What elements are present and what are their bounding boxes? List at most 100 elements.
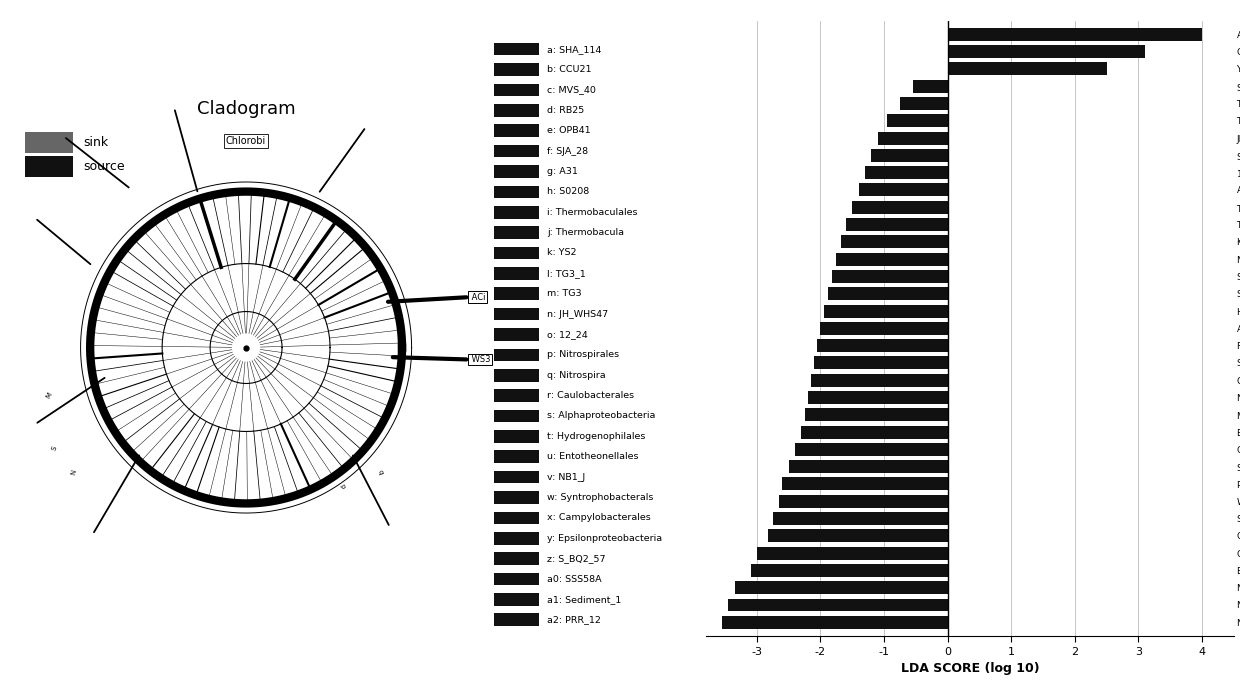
Bar: [807, 391, 947, 404]
Bar: [494, 206, 539, 218]
Bar: [811, 373, 947, 386]
Text: ACi: ACi: [469, 293, 486, 302]
Bar: [494, 83, 539, 96]
Bar: [789, 460, 947, 473]
Bar: [494, 593, 539, 606]
Text: Chlorobi: Chlorobi: [226, 136, 267, 146]
Text: v: NB1_J: v: NB1_J: [547, 473, 585, 482]
Bar: [821, 322, 947, 334]
Bar: [494, 63, 539, 76]
Bar: [801, 425, 947, 438]
Text: q: q: [377, 469, 384, 475]
Bar: [805, 408, 947, 421]
Bar: [494, 410, 539, 422]
Bar: [494, 349, 539, 361]
Bar: [888, 114, 947, 127]
Text: a1: Sediment_1: a1: Sediment_1: [547, 595, 621, 604]
Text: source: source: [83, 159, 124, 172]
Text: S: S: [51, 445, 58, 451]
Text: u: Entotheonellales: u: Entotheonellales: [547, 452, 639, 461]
Text: a: SHA_114: a: SHA_114: [547, 44, 601, 53]
Bar: [494, 491, 539, 504]
Bar: [823, 304, 947, 317]
Bar: [947, 45, 1145, 58]
Text: m: TG3: m: TG3: [547, 289, 582, 298]
Text: q: Nitrospira: q: Nitrospira: [547, 371, 605, 380]
Bar: [837, 252, 947, 265]
Bar: [817, 339, 947, 352]
Bar: [494, 145, 539, 157]
Text: l: TG3_1: l: TG3_1: [547, 269, 585, 278]
Text: Cladogram: Cladogram: [197, 101, 295, 118]
Bar: [773, 512, 947, 525]
Bar: [846, 218, 947, 231]
Text: sink: sink: [83, 135, 108, 148]
Bar: [866, 166, 947, 179]
Bar: [900, 97, 947, 110]
Bar: [494, 451, 539, 463]
Bar: [494, 308, 539, 320]
Bar: [494, 614, 539, 626]
Bar: [858, 183, 947, 196]
Text: t: Hydrogenophilales: t: Hydrogenophilales: [547, 432, 646, 441]
Bar: [494, 165, 539, 178]
Bar: [494, 247, 539, 259]
Bar: [494, 124, 539, 137]
Text: g: A31: g: A31: [547, 167, 578, 176]
Bar: [779, 495, 947, 508]
Text: x: Campylobacterales: x: Campylobacterales: [547, 514, 651, 523]
Text: z: S_BQ2_57: z: S_BQ2_57: [547, 554, 605, 563]
Text: M: M: [46, 391, 53, 399]
Bar: [782, 477, 947, 490]
Bar: [494, 389, 539, 402]
Bar: [494, 287, 539, 300]
Bar: [878, 131, 947, 144]
Text: o: 12_24: o: 12_24: [547, 330, 588, 339]
Bar: [852, 201, 947, 214]
Text: p: Nitrospirales: p: Nitrospirales: [547, 350, 619, 359]
Bar: [494, 226, 539, 239]
Bar: [494, 471, 539, 484]
Bar: [756, 547, 947, 560]
Bar: [750, 564, 947, 577]
Text: w: Syntrophobacterals: w: Syntrophobacterals: [547, 493, 653, 502]
Bar: [494, 512, 539, 524]
Text: N: N: [69, 469, 77, 475]
Text: a0: SSS58A: a0: SSS58A: [547, 575, 601, 583]
Text: p: p: [339, 484, 346, 490]
Bar: [841, 235, 947, 248]
Text: r: Caulobacterales: r: Caulobacterales: [547, 391, 634, 400]
Bar: [494, 43, 539, 55]
Bar: [828, 287, 947, 300]
Bar: [494, 532, 539, 544]
Bar: [872, 149, 947, 162]
Text: s: Alphaproteobacteria: s: Alphaproteobacteria: [547, 412, 656, 421]
Bar: [494, 369, 539, 382]
Bar: [795, 443, 947, 456]
Text: i: Thermobaculales: i: Thermobaculales: [547, 208, 637, 217]
Text: k: YS2: k: YS2: [547, 248, 577, 257]
Bar: [728, 598, 947, 611]
Bar: [832, 270, 947, 283]
Text: WS3: WS3: [469, 355, 491, 364]
Text: a2: PRR_12: a2: PRR_12: [547, 616, 601, 624]
Bar: [25, 131, 73, 153]
Bar: [494, 328, 539, 341]
Bar: [494, 552, 539, 565]
Text: n: JH_WHS47: n: JH_WHS47: [547, 310, 608, 319]
Text: e: OPB41: e: OPB41: [547, 126, 590, 135]
Bar: [913, 80, 947, 93]
Bar: [947, 28, 1202, 41]
X-axis label: LDA SCORE (log 10): LDA SCORE (log 10): [900, 662, 1039, 675]
Text: b: CCU21: b: CCU21: [547, 65, 591, 74]
Bar: [25, 155, 73, 177]
Bar: [494, 430, 539, 443]
Bar: [722, 616, 947, 629]
Bar: [494, 104, 539, 117]
Bar: [494, 573, 539, 586]
Text: d: RB25: d: RB25: [547, 106, 584, 115]
Bar: [769, 529, 947, 542]
Bar: [734, 581, 947, 594]
Bar: [494, 185, 539, 198]
Bar: [494, 267, 539, 280]
